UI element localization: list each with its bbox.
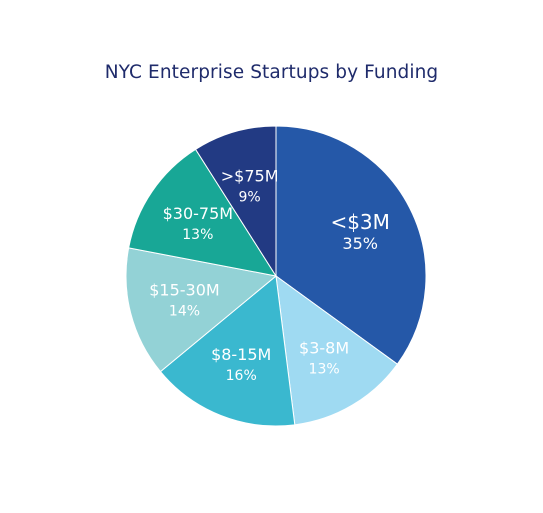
pie-slice — [128, 148, 278, 277]
slice-category-label: $15-30M — [149, 281, 219, 300]
slice-value-label: 9% — [239, 189, 261, 205]
chart-title: NYC Enterprise Startups by Funding — [104, 62, 439, 83]
slice-category-label: $30-75M — [163, 204, 233, 223]
slice-value-label: 13% — [309, 361, 340, 377]
pie-slice — [194, 125, 277, 278]
slice-value-label: 35% — [342, 234, 378, 253]
slice-category-label: <$3M — [330, 210, 389, 234]
slice-category-label: $3-8M — [299, 338, 349, 357]
slice-category-label: $8-15M — [211, 345, 271, 364]
slice-value-label: 16% — [226, 368, 257, 384]
pie-slice — [159, 275, 296, 427]
slice-category-label: >$75M — [221, 166, 279, 185]
pie-slice — [275, 274, 399, 426]
slice-value-label: 14% — [169, 304, 200, 320]
pie-slice — [125, 247, 278, 373]
pie-slice — [275, 125, 427, 365]
slice-value-label: 13% — [182, 227, 213, 243]
